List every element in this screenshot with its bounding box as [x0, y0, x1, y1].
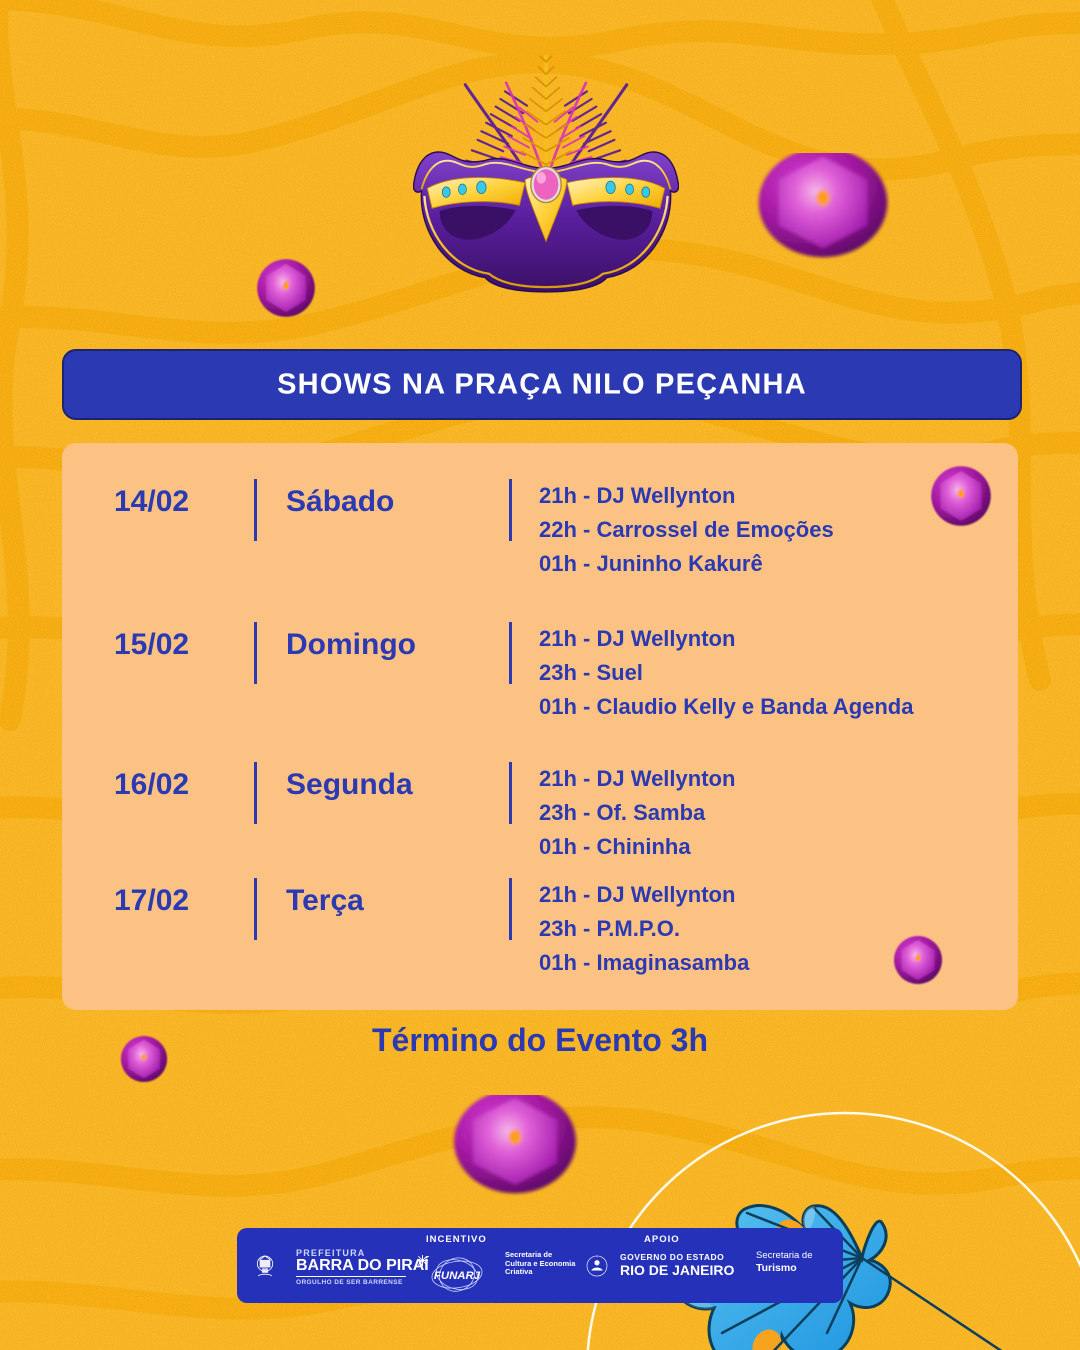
svg-text:FUNARJ: FUNARJ: [434, 1270, 481, 1282]
